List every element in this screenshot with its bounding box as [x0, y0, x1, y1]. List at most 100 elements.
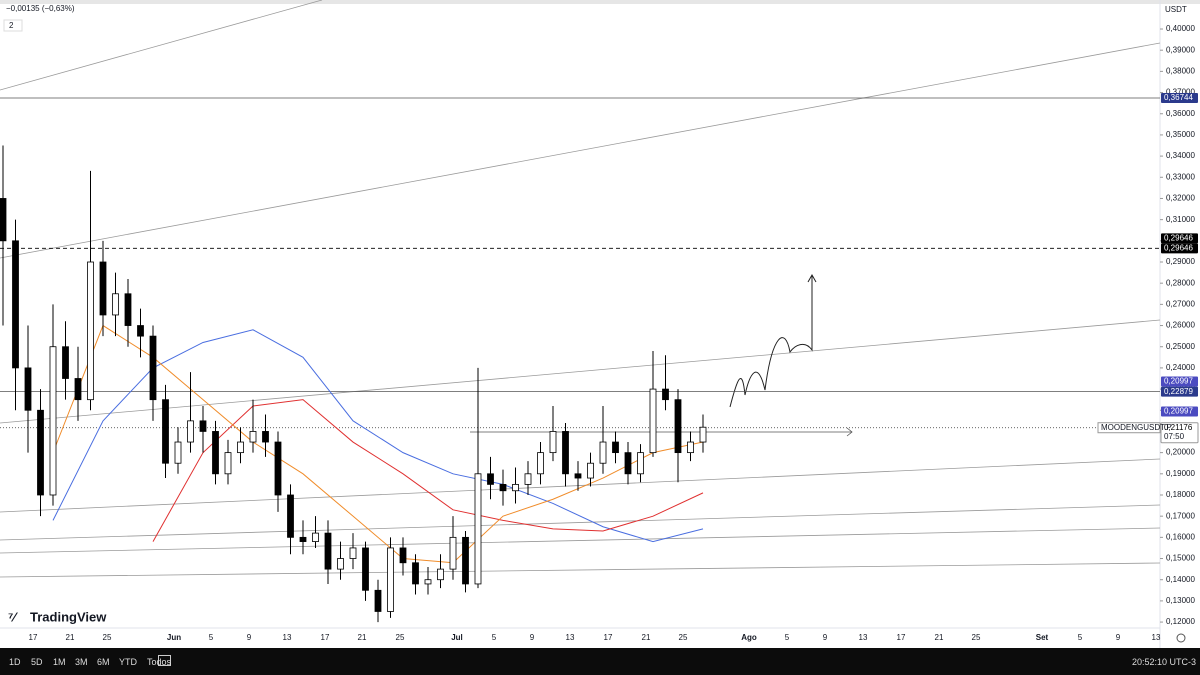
price-tag-label: 0,22879	[1164, 387, 1193, 396]
x-tick-label: 17	[321, 633, 330, 642]
candle-body	[512, 483, 519, 492]
candle-body	[612, 441, 619, 454]
trend-lines	[0, 0, 1161, 578]
y-tick-label: 0,24000	[1166, 363, 1195, 372]
candle-body	[487, 473, 494, 485]
price-tag	[1160, 422, 1199, 444]
settings-icon[interactable]	[1176, 633, 1186, 643]
candle-body	[674, 399, 682, 454]
candle-body	[699, 426, 707, 443]
candle-body	[0, 198, 7, 242]
range-button[interactable]: 1M	[53, 657, 66, 667]
x-tick-label: 13	[283, 633, 292, 642]
trend-line	[0, 319, 1161, 424]
candle-body	[687, 441, 694, 454]
candle-body	[12, 240, 19, 369]
x-tick-label: Jul	[451, 633, 463, 642]
indicator-count: 2	[9, 21, 14, 30]
projection-drawing	[729, 273, 817, 408]
trend-line	[0, 0, 323, 91]
x-tick-label: 13	[566, 633, 575, 642]
candle-body	[212, 431, 219, 475]
candle-body	[449, 536, 457, 570]
y-tick-label: 0,29000	[1166, 257, 1195, 266]
symbol-tag	[1097, 422, 1161, 434]
x-tick-label: Set	[1036, 633, 1049, 642]
x-tick-label: 17	[897, 633, 906, 642]
moving-average	[52, 329, 704, 543]
moving-average	[152, 399, 704, 542]
y-tick-label: 0,12000	[1166, 617, 1195, 626]
y-tick-label: 0,33000	[1166, 172, 1195, 181]
candle-body	[562, 431, 569, 475]
y-tick-label: 0,28000	[1166, 278, 1195, 287]
x-tick-label: 25	[679, 633, 688, 642]
candle-body	[387, 547, 394, 612]
candle-body	[162, 399, 169, 464]
x-tick-label: 9	[1116, 633, 1121, 642]
price-tag-label: 0,36744	[1164, 93, 1193, 102]
candle-body	[62, 346, 69, 379]
range-button[interactable]: 6M	[97, 657, 110, 667]
currency[interactable]: USDT	[1165, 5, 1187, 14]
candle-body	[24, 367, 32, 411]
y-tick-label: 0,38000	[1166, 66, 1195, 75]
price-tag-label: 0,21176	[1164, 423, 1193, 432]
y-tick-label: 0,20000	[1166, 448, 1195, 457]
candle-body	[299, 536, 307, 542]
price-tag-label: 0,20997	[1164, 377, 1193, 386]
date-range-icon[interactable]	[158, 655, 171, 666]
x-tick-label: 5	[1078, 633, 1083, 642]
price-tag-label: 0,29646	[1164, 233, 1193, 242]
candle-body	[262, 431, 269, 443]
range-button[interactable]: Todos	[147, 657, 172, 667]
indicator-toggle[interactable]	[3, 19, 23, 32]
price-tag-label: 0,20997	[1164, 407, 1193, 416]
candle-body	[474, 473, 482, 585]
candle-body	[249, 431, 257, 443]
candle-body	[662, 388, 669, 401]
y-tick-label: 0,32000	[1166, 194, 1195, 203]
candles	[0, 145, 707, 623]
y-tick-label: 0,37000	[1166, 88, 1195, 97]
candle-body	[112, 293, 119, 316]
candle-body	[74, 378, 82, 401]
range-button[interactable]: 3M	[75, 657, 88, 667]
y-tick-label: 0,13000	[1166, 596, 1195, 605]
x-tick-label: 25	[972, 633, 981, 642]
range-button[interactable]: 5D	[31, 657, 43, 667]
y-tick-label: 0,19000	[1166, 469, 1195, 478]
price-tag	[1161, 243, 1198, 254]
candle-body	[362, 547, 369, 591]
y-tick-label: 0,27000	[1166, 299, 1195, 308]
candle-body	[524, 473, 532, 485]
candle-body	[237, 441, 244, 454]
y-tick-label: 0,35000	[1166, 130, 1195, 139]
x-tick-label: Jun	[167, 633, 181, 642]
y-tick-label: 0,36000	[1166, 109, 1195, 118]
y-tick-label: 0,26000	[1166, 321, 1195, 330]
candle-body	[374, 589, 382, 612]
y-tick-label: 0,16000	[1166, 532, 1195, 541]
x-tick-label: 21	[642, 633, 651, 642]
candle-body	[324, 532, 332, 570]
range-button[interactable]: 1D	[9, 657, 21, 667]
price-tag-label: 0,29646	[1164, 243, 1193, 252]
candle-body	[437, 568, 444, 581]
x-tick-label: 13	[859, 633, 868, 642]
range-button[interactable]: YTD	[119, 657, 137, 667]
chart: −0,00135 (−0,63%) 2 USDT ⁷⁄ TradingView …	[0, 0, 1200, 648]
y-tick-label: 0,15000	[1166, 554, 1195, 563]
logo: TradingView	[30, 609, 107, 624]
countdown: 07:50	[1164, 432, 1185, 441]
arrow-drawing	[470, 427, 853, 437]
x-tick-label: 13	[1152, 633, 1161, 642]
y-tick-label: 0,40000	[1166, 24, 1195, 33]
price-tag	[1161, 233, 1198, 244]
x-tick-label: 5	[492, 633, 497, 642]
candle-body	[349, 547, 357, 559]
y-tick-label: 0,39000	[1166, 45, 1195, 54]
trend-line	[0, 527, 1161, 554]
price-tag	[1161, 406, 1198, 417]
